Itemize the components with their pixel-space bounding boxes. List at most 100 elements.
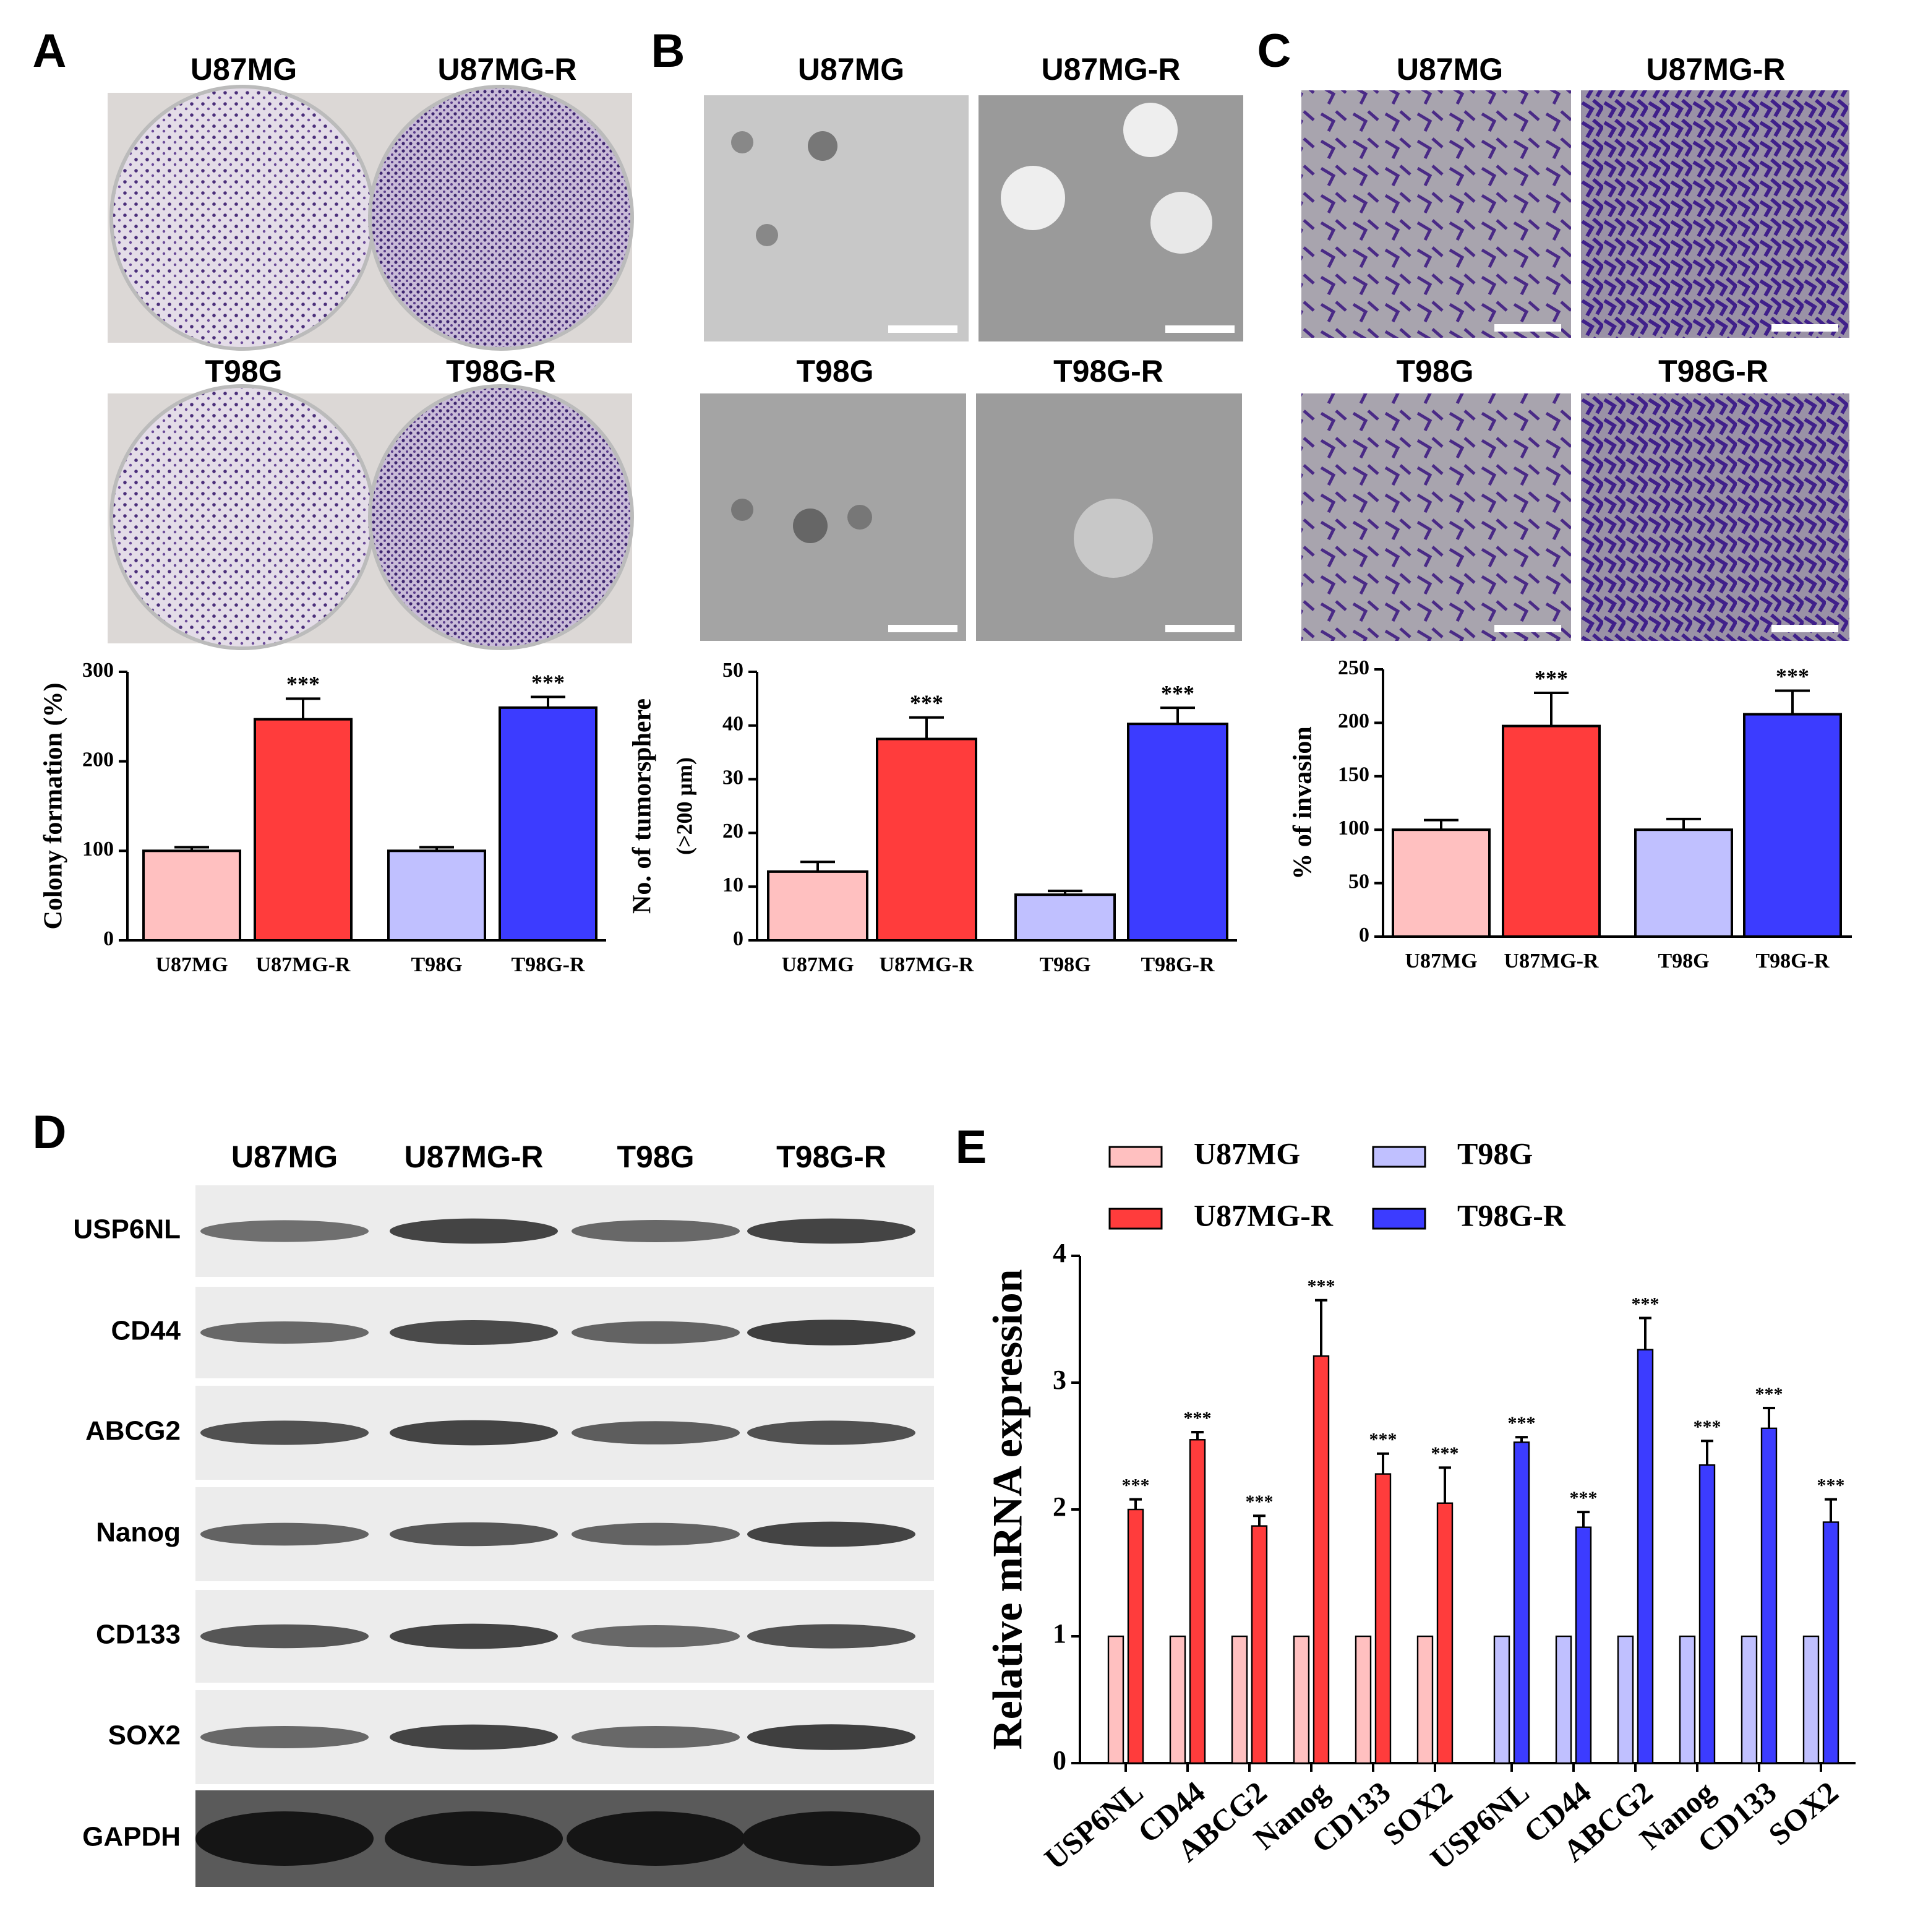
significance: ***	[1570, 1488, 1598, 1508]
x-tick-label: T98G-R	[512, 953, 585, 976]
y-tick-label: 250	[1338, 656, 1369, 679]
y-tick-label: 200	[82, 748, 114, 771]
bar	[387, 849, 486, 942]
bar	[1513, 1441, 1530, 1764]
blot-band	[200, 1624, 369, 1649]
protein-label: CD44	[111, 1316, 181, 1346]
significance: ***	[531, 670, 565, 695]
sphere	[1123, 103, 1178, 157]
significance: ***	[1308, 1276, 1335, 1297]
bar	[1416, 1635, 1434, 1764]
scale-bar	[888, 325, 957, 333]
bar	[1634, 828, 1733, 938]
micrograph	[1301, 393, 1571, 641]
blot-band	[390, 1218, 558, 1244]
blot-band	[390, 1522, 558, 1547]
significance: ***	[1122, 1475, 1150, 1495]
panel-label: B	[651, 25, 685, 77]
image-title: U87MG-R	[1646, 52, 1785, 87]
y-tick-label: 1	[1053, 1618, 1066, 1649]
blot-band	[200, 1726, 369, 1748]
panel-label: A	[33, 25, 67, 77]
image-title: T98G	[205, 354, 282, 389]
y-axis-label: Relative mRNA expression	[984, 1269, 1031, 1750]
panel-label: C	[1257, 25, 1291, 77]
bar	[1355, 1635, 1372, 1764]
scale-bar	[1494, 324, 1561, 332]
bar	[1313, 1355, 1330, 1764]
image-title: U87MG	[1397, 52, 1503, 87]
scale-bar	[1494, 625, 1561, 632]
x-tick-label: U87MG	[1405, 950, 1477, 972]
significance: ***	[1184, 1408, 1212, 1428]
y-tick-label: 3	[1053, 1365, 1066, 1395]
bar	[876, 737, 977, 942]
y-tick-label: 300	[82, 659, 114, 682]
sphere	[731, 131, 753, 153]
sphere	[847, 505, 872, 530]
x-tick-label: U87MG-R	[880, 953, 974, 976]
image-title: U87MG-R	[437, 52, 576, 87]
y-tick-label: 200	[1338, 710, 1369, 732]
blot-band	[390, 1724, 558, 1750]
y-tick-label: 0	[1359, 924, 1369, 947]
bar	[1555, 1635, 1572, 1764]
x-tick-label: T98G	[1039, 953, 1090, 976]
significance: ***	[1817, 1475, 1845, 1495]
x-tick-label: T98G	[411, 953, 462, 976]
image-title: U87MG	[798, 52, 904, 87]
blot-band	[572, 1220, 740, 1242]
bar	[1293, 1635, 1310, 1764]
bar	[1392, 828, 1491, 938]
bar	[1014, 893, 1116, 942]
plate-well	[109, 384, 375, 650]
y-tick-label: 50	[722, 659, 743, 682]
scale-bar	[1165, 625, 1235, 632]
bar	[1637, 1349, 1654, 1764]
significance: ***	[1508, 1413, 1536, 1433]
y-axis-label: No. of tumorsphere	[628, 698, 657, 914]
y-tick-label: 20	[722, 820, 743, 843]
significance: ***	[1694, 1417, 1721, 1437]
scale-bar	[888, 625, 957, 632]
image-title: U87MG	[191, 52, 297, 87]
micrograph	[1581, 90, 1849, 338]
blot-band	[572, 1421, 740, 1445]
image-layer	[108, 85, 1849, 650]
significance: ***	[910, 690, 943, 715]
blot-band	[747, 1521, 915, 1547]
y-axis-note: (>200 μm)	[672, 757, 696, 855]
y-axis-label: % of invasion	[1289, 726, 1317, 879]
x-tick-label: U87MG-R	[256, 953, 351, 976]
blot-band	[200, 1522, 369, 1546]
blot-band	[195, 1811, 374, 1866]
lane-label: U87MG	[231, 1140, 338, 1174]
scale-bar	[1165, 325, 1235, 333]
y-tick-label: 10	[722, 874, 743, 896]
lane-label: T98G	[617, 1140, 694, 1174]
blot-band	[572, 1321, 740, 1344]
image-title: U87MG-R	[1041, 52, 1180, 87]
bar	[1822, 1521, 1839, 1764]
sphere	[1001, 166, 1065, 230]
y-tick-label: 0	[1053, 1745, 1066, 1775]
blot-band	[747, 1624, 915, 1649]
y-tick-label: 0	[733, 927, 743, 950]
significance: ***	[1632, 1294, 1659, 1314]
significance: ***	[1431, 1443, 1459, 1464]
y-tick-label: 40	[722, 713, 743, 736]
bar	[1698, 1464, 1716, 1764]
bar	[1169, 1635, 1186, 1764]
bar	[1741, 1635, 1758, 1764]
bar	[1802, 1635, 1820, 1764]
x-tick-label: U87MG-R	[1504, 950, 1599, 972]
y-tick-label: 100	[1338, 817, 1369, 839]
sphere	[1150, 192, 1212, 254]
legend-swatch	[1372, 1208, 1426, 1230]
bar	[499, 706, 597, 942]
blot-band	[567, 1811, 745, 1866]
blot-band	[390, 1420, 558, 1446]
image-title: T98G	[1396, 354, 1473, 389]
